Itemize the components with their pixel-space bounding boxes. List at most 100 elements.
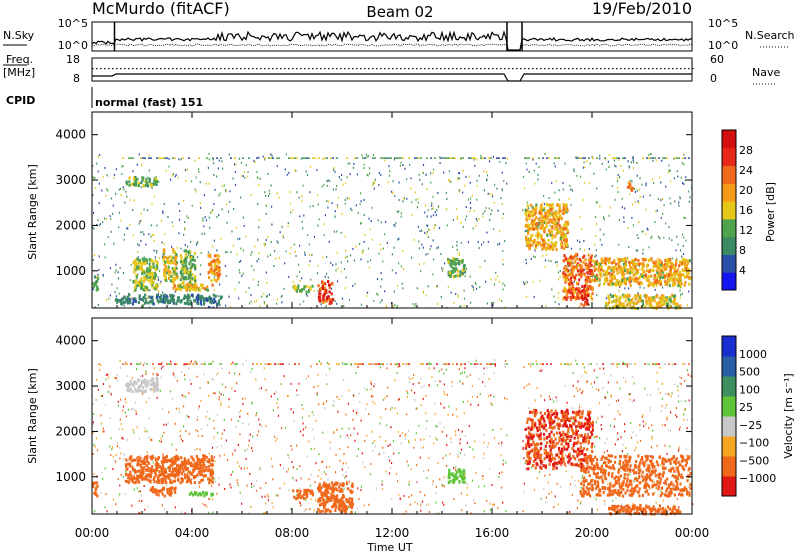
data-cell (132, 177, 136, 181)
scatter-point (342, 183, 344, 186)
data-cell (140, 282, 143, 286)
data-cell (682, 257, 685, 261)
scatter-point (124, 398, 126, 401)
scatter-point (523, 187, 526, 190)
scatter-point (107, 236, 109, 239)
scatter-point (670, 475, 672, 478)
data-cell (174, 255, 177, 259)
scatter-point (176, 380, 179, 383)
data-cell (629, 186, 632, 190)
scatter-point (406, 197, 408, 200)
scatter-point (301, 503, 303, 506)
data-cell (323, 286, 326, 290)
scatter-point (483, 372, 485, 375)
scatter-point (580, 157, 582, 159)
data-cell (628, 271, 631, 275)
scatter-point (303, 510, 305, 513)
scatter-point (347, 260, 349, 263)
scatter-point (464, 453, 466, 456)
scatter-point (130, 263, 132, 266)
scatter-point (488, 160, 491, 163)
data-cell (318, 288, 322, 292)
data-cell (549, 203, 552, 207)
scatter-point (350, 207, 352, 210)
nave-point (364, 68, 366, 70)
y-tick-label: 1000 (55, 264, 86, 278)
scatter-point (465, 175, 467, 178)
scatter-point (422, 397, 424, 400)
data-cell (608, 257, 611, 261)
data-cell (173, 250, 177, 254)
scatter-point (540, 394, 542, 397)
nave-point (176, 68, 178, 70)
scatter-point (180, 247, 182, 250)
scatter-point (266, 294, 268, 297)
scatter-point (120, 219, 122, 222)
scatter-point (106, 174, 108, 177)
data-cell (664, 276, 667, 280)
scatter-point (502, 501, 504, 504)
scatter-point (641, 416, 643, 419)
nave-point (564, 68, 566, 70)
nsearch-tick-top: 10^5 (708, 17, 738, 30)
scatter-point (488, 207, 490, 210)
scatter-point (456, 178, 459, 181)
scatter-point (524, 157, 526, 159)
scatter-point (123, 188, 125, 191)
scatter-point (470, 207, 472, 210)
data-cell (149, 272, 152, 276)
scatter-point (389, 443, 391, 446)
data-cell (138, 284, 141, 288)
scatter-point (131, 377, 133, 380)
scatter-point (487, 445, 489, 448)
data-cell (613, 299, 616, 303)
data-cell (565, 257, 568, 261)
scatter-point (676, 415, 678, 418)
scatter-point (317, 475, 319, 478)
data-cell (453, 262, 456, 266)
scatter-point (208, 153, 210, 156)
scatter-point (218, 362, 221, 365)
data-cell (165, 269, 168, 273)
scatter-point (196, 430, 199, 433)
data-cell (180, 256, 183, 260)
scatter-point (114, 271, 116, 274)
data-cell (611, 294, 615, 298)
scatter-point (188, 367, 190, 370)
scatter-point (647, 427, 650, 430)
scatter-point (446, 198, 448, 201)
data-cell (96, 287, 100, 291)
scatter-point (115, 263, 117, 266)
scatter-point (337, 196, 340, 199)
scatter-point (190, 360, 192, 363)
scatter-point (485, 207, 487, 210)
scatter-point (577, 479, 580, 482)
data-cell (573, 291, 576, 295)
nave-point (660, 68, 662, 70)
scatter-point (470, 403, 472, 406)
scatter-point (399, 365, 401, 368)
nave-point (380, 68, 382, 70)
scatter-point (471, 479, 474, 482)
data-cell (541, 224, 544, 228)
data-cell (216, 258, 219, 262)
data-cell (213, 265, 216, 269)
scatter-point (463, 412, 465, 415)
data-cell (178, 284, 181, 288)
scatter-point (215, 373, 218, 376)
scatter-point (264, 157, 266, 159)
scatter-point (295, 254, 297, 257)
nave-point (468, 68, 470, 70)
scatter-point (645, 184, 647, 187)
scatter-point (551, 491, 553, 494)
data-cell (545, 217, 548, 221)
scatter-point (185, 179, 187, 182)
scatter-point (348, 437, 350, 440)
nave-point (584, 68, 586, 70)
data-cell (550, 219, 554, 223)
scatter-point (112, 455, 114, 458)
scatter-point (286, 470, 288, 473)
scatter-point (432, 168, 435, 171)
data-cell (588, 265, 591, 269)
data-cell (565, 274, 568, 278)
